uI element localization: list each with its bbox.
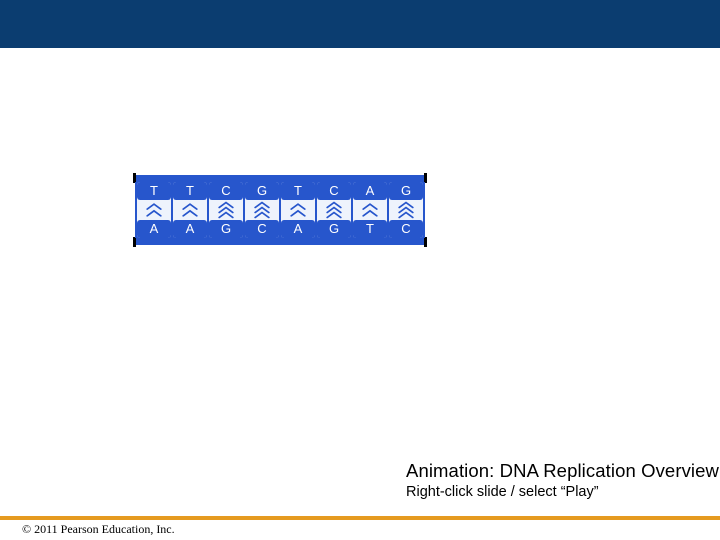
hydrogen-bond-icon [137, 200, 171, 220]
footer-divider [0, 516, 720, 520]
hydrogen-bond-icon [281, 200, 315, 220]
dna-base-bottom: A [173, 220, 207, 238]
dna-base-top: C [209, 182, 243, 200]
dna-base-pair: TA [137, 182, 171, 238]
dna-base-bottom: A [137, 220, 171, 238]
dna-base-top: C [317, 182, 351, 200]
dna-base-pair: AT [353, 182, 387, 238]
dna-endtick [424, 237, 427, 247]
dna-base-top: T [173, 182, 207, 200]
animation-title: Animation: DNA Replication Overview [406, 460, 719, 482]
dna-base-top: T [137, 182, 171, 200]
hydrogen-bond-icon [353, 200, 387, 220]
dna-base-bottom: T [353, 220, 387, 238]
dna-base-top: A [353, 182, 387, 200]
dna-base-pair: GC [389, 182, 423, 238]
copyright-text: © 2011 Pearson Education, Inc. [22, 522, 175, 537]
dna-base-pair: TA [281, 182, 315, 238]
dna-base-pair: GC [245, 182, 279, 238]
dna-base-bottom: C [389, 220, 423, 238]
hydrogen-bond-icon [317, 200, 351, 220]
header-bar [0, 0, 720, 48]
animation-subtitle: Right-click slide / select “Play” [406, 484, 599, 500]
dna-base-pair: CG [317, 182, 351, 238]
hydrogen-bond-icon [389, 200, 423, 220]
dna-base-top: T [281, 182, 315, 200]
dna-base-top: G [389, 182, 423, 200]
dna-base-pair: TA [173, 182, 207, 238]
dna-base-bottom: G [317, 220, 351, 238]
dna-base-pair: CG [209, 182, 243, 238]
dna-base-bottom: A [281, 220, 315, 238]
dna-base-bottom: G [209, 220, 243, 238]
dna-base-bottom: C [245, 220, 279, 238]
dna-pair-row: TATACGGCTACGATGC [137, 182, 423, 238]
hydrogen-bond-icon [173, 200, 207, 220]
dna-backbone-top [135, 175, 425, 182]
hydrogen-bond-icon [245, 200, 279, 220]
dna-backbone-bottom [135, 238, 425, 245]
dna-endtick [133, 237, 136, 247]
dna-base-top: G [245, 182, 279, 200]
dna-diagram: TATACGGCTACGATGC [135, 175, 425, 245]
hydrogen-bond-icon [209, 200, 243, 220]
